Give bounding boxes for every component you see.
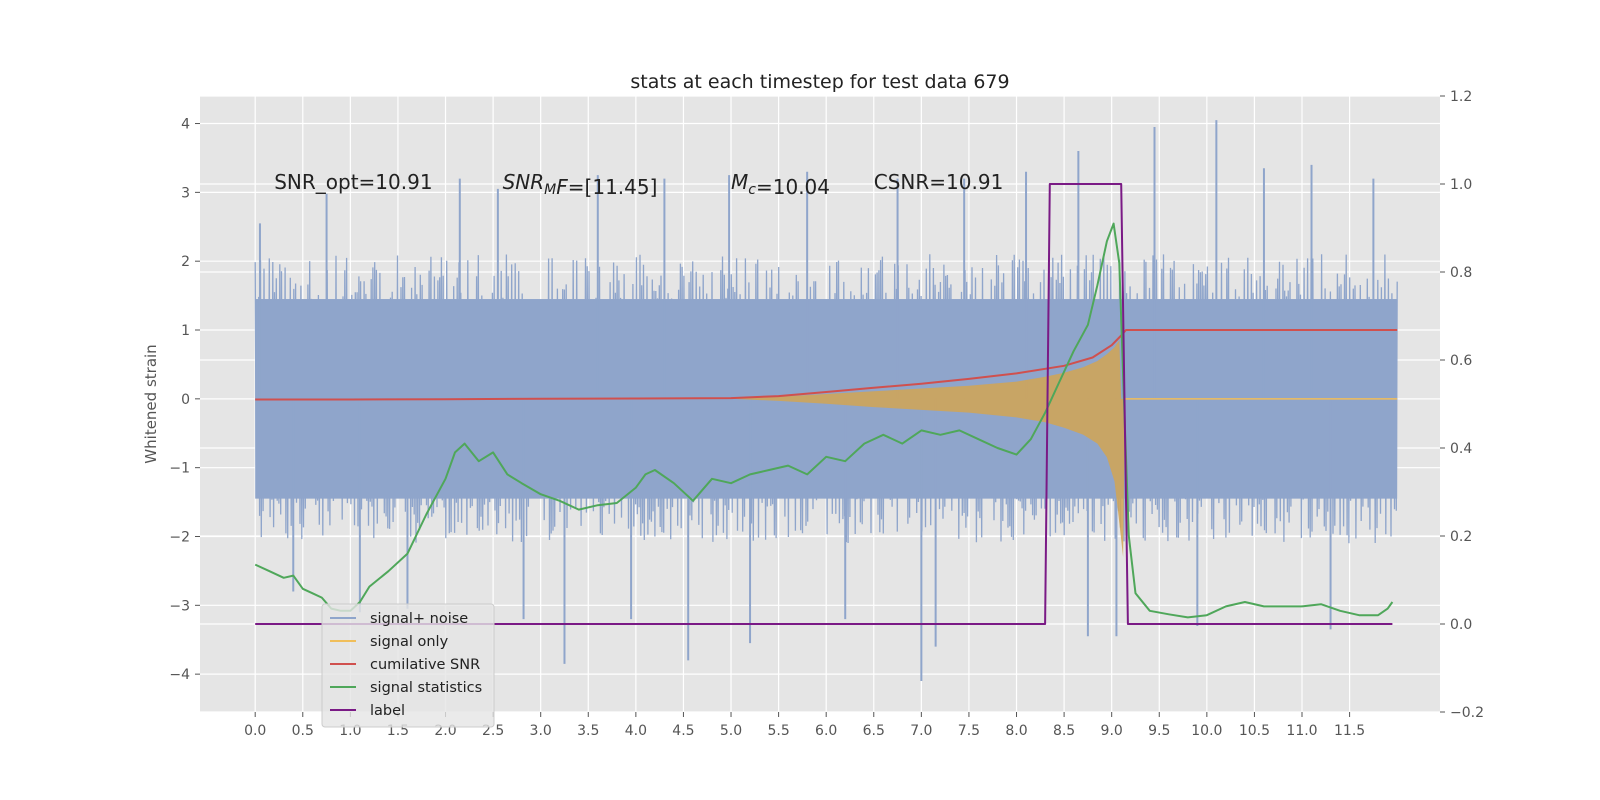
x-tick-label: 7.5 (958, 723, 980, 739)
legend-label: signal+ noise (370, 611, 468, 627)
annotation-part: M (544, 182, 556, 198)
series-cumulative-snr (255, 329, 1398, 401)
right-y-axis: −0.2 0.0 0.2 0.4 0.6 0.8 1.0 1.2 (1440, 89, 1484, 721)
y-tick-label: 3 (181, 185, 190, 201)
annotation-text: SNR_opt=10.91 (274, 170, 432, 194)
annotation-part: F (556, 175, 568, 199)
x-tick-label: 8.0 (1005, 723, 1027, 739)
x-tick-label: 4.5 (672, 723, 694, 739)
y-axis-label: Whitened strain (142, 344, 160, 463)
y2-tick-label: 1.0 (1450, 177, 1472, 193)
y2-tick-label: 0.6 (1450, 353, 1472, 369)
y2-tick-label: 0.0 (1450, 617, 1472, 633)
legend-label: cumilative SNR (370, 657, 480, 673)
legend-label: label (370, 703, 405, 719)
legend: signal+ noise signal only cumilative SNR si… (321, 603, 495, 728)
y-tick-label: −1 (169, 461, 190, 477)
y-tick-label: 2 (181, 254, 190, 270)
x-tick-label: 9.0 (1101, 723, 1123, 739)
x-tick-label: 3.0 (530, 723, 552, 739)
y-tick-label: −3 (169, 598, 190, 614)
x-tick-label: 10.5 (1239, 723, 1270, 739)
series-label (255, 183, 1393, 625)
annotation-part: =10.04 (756, 175, 830, 199)
y2-tick-label: 0.2 (1450, 529, 1472, 545)
annotation-part: c (748, 182, 756, 198)
y-tick-label: 0 (181, 392, 190, 408)
x-tick-label: 6.0 (815, 723, 837, 739)
y2-tick-label: 0.4 (1450, 441, 1472, 457)
chart-title: stats at each timestep for test data 679 (630, 71, 1009, 93)
x-tick-label: 0.5 (292, 723, 314, 739)
series-layer (254, 120, 1398, 682)
annotation-part: M (731, 170, 748, 194)
x-tick-label: 11.0 (1286, 723, 1317, 739)
annotation-part: CSNR=10.91 (874, 170, 1004, 194)
x-tick-label: 6.5 (863, 723, 885, 739)
annotation-text: Mc=10.04 (731, 170, 830, 199)
legend-label: signal only (370, 634, 449, 650)
annotation-part: SNR_opt=10.91 (274, 170, 432, 194)
annotation-part: SNR (503, 170, 545, 194)
series-signal-statistics (254, 222, 1394, 619)
y2-tick-label: 0.8 (1450, 265, 1472, 281)
annotation-text: SNRMF=[11.45] (503, 170, 658, 199)
x-tick-label: 7.0 (910, 723, 932, 739)
y2-tick-label: 1.2 (1450, 89, 1472, 105)
x-tick-label: 10.0 (1191, 723, 1222, 739)
y-tick-label: −2 (169, 529, 190, 545)
x-tick-label: 5.0 (720, 723, 742, 739)
y2-tick-label: −0.2 (1450, 705, 1484, 721)
y-tick-label: −4 (169, 667, 190, 683)
y-tick-label: 1 (181, 323, 190, 339)
x-tick-label: 5.5 (767, 723, 789, 739)
annotations: SNR_opt=10.91 SNRMF=[11.45] Mc=10.04 CSNR=1… (274, 170, 1003, 199)
x-tick-label: 0.0 (244, 723, 266, 739)
legend-label: signal statistics (370, 680, 482, 696)
x-tick-label: 11.5 (1334, 723, 1365, 739)
x-tick-label: 3.5 (577, 723, 599, 739)
signal-only-area (731, 340, 1398, 558)
left-y-axis: −4 −3 −2 −1 0 1 2 3 4 (169, 117, 200, 683)
x-tick-label: 4.0 (625, 723, 647, 739)
x-tick-label: 8.5 (1053, 723, 1075, 739)
annotation-text: CSNR=10.91 (874, 170, 1004, 194)
series-signal-only (731, 340, 1398, 558)
legend-box (321, 603, 495, 728)
x-tick-label: 9.5 (1148, 723, 1170, 739)
annotation-part: =[11.45] (568, 175, 658, 199)
y-tick-label: 4 (181, 117, 190, 133)
